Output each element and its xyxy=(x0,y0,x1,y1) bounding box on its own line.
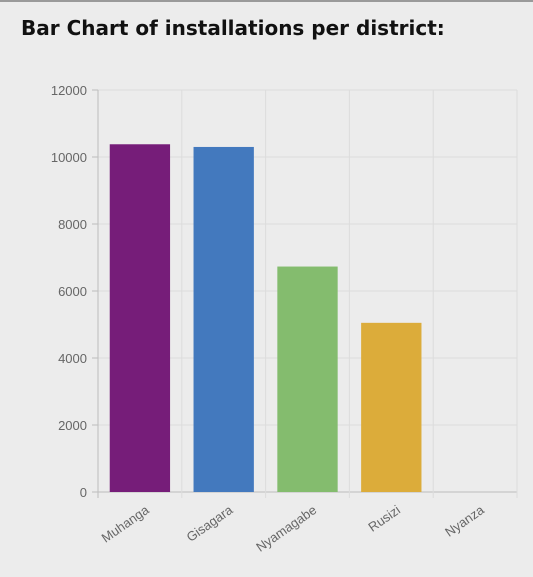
y-tick-label: 6000 xyxy=(58,284,87,299)
x-tick-label: Muhanga xyxy=(99,502,153,546)
bar-gisagara xyxy=(193,146,254,492)
y-tick-label: 8000 xyxy=(58,217,87,232)
y-tick-label: 0 xyxy=(80,485,87,500)
bar-rusizi xyxy=(361,322,422,492)
x-tick-label: Nyanza xyxy=(442,502,487,540)
x-tick-label: Rusizi xyxy=(365,502,403,535)
bar-muhanga xyxy=(109,144,171,492)
y-tick-label: 4000 xyxy=(58,351,87,366)
y-tick-label: 2000 xyxy=(58,418,87,433)
y-tick-label: 10000 xyxy=(51,150,87,165)
bar-nyamagabe xyxy=(277,266,338,492)
x-tick-label: Gisagara xyxy=(184,502,236,545)
chart-title: Bar Chart of installations per district: xyxy=(21,16,445,40)
x-tick-label: Nyamagabe xyxy=(253,502,319,555)
y-tick-label: 12000 xyxy=(51,83,87,98)
